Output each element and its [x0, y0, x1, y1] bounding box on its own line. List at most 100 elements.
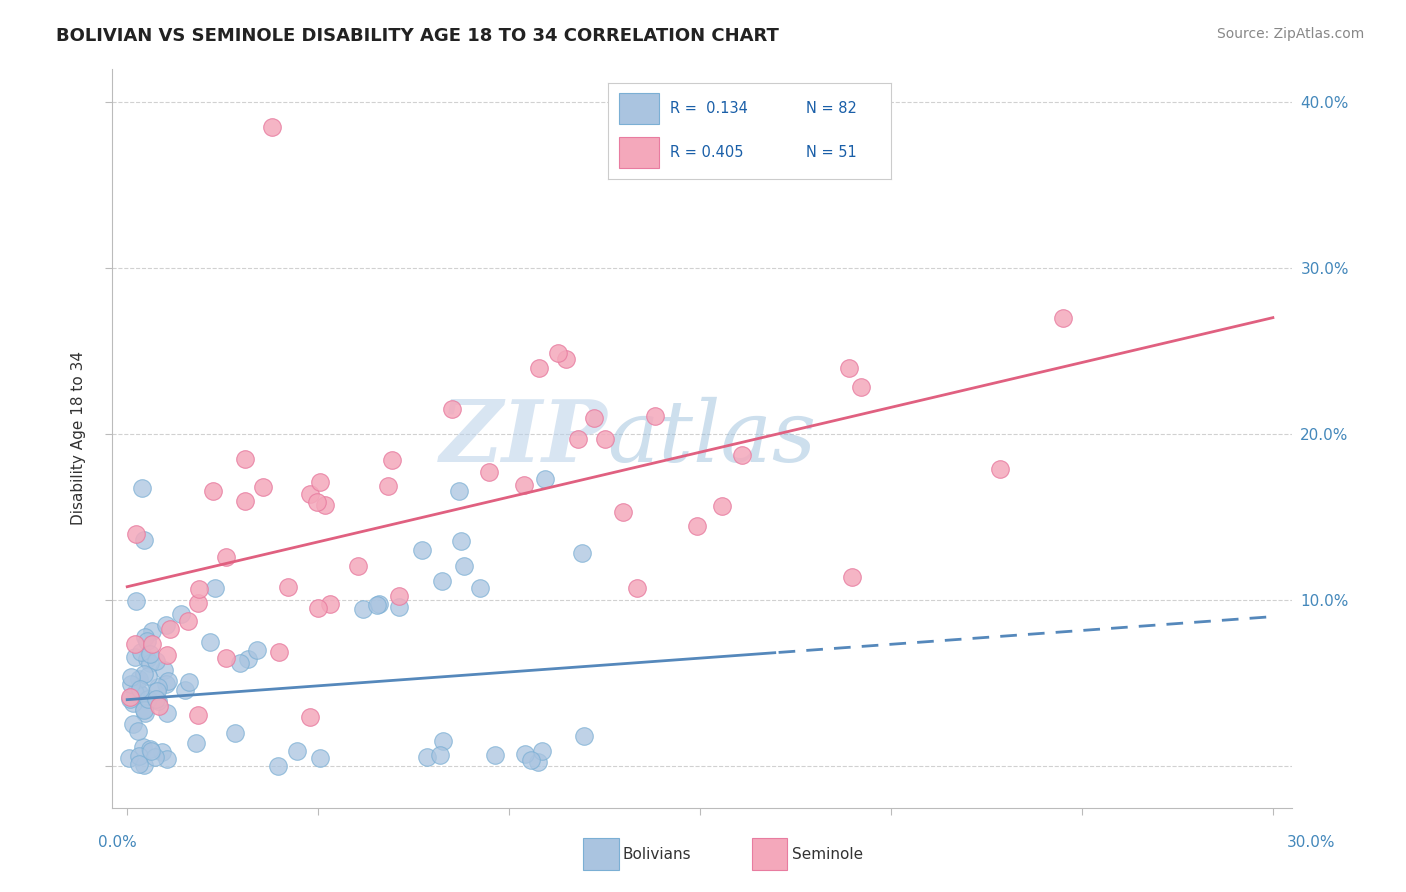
Point: [449, 484, 471, 499]
Text: atlas: atlas: [607, 397, 817, 479]
Point: [988, 461, 1011, 475]
Point: [484, 748, 506, 763]
Point: [352, 602, 374, 616]
Point: [187, 582, 209, 596]
Point: [139, 656, 162, 670]
Point: [262, 120, 284, 134]
Point: [156, 648, 179, 663]
Point: [307, 495, 329, 509]
Point: [547, 346, 569, 360]
Point: [145, 654, 167, 668]
Point: [122, 717, 145, 731]
Point: [307, 601, 329, 615]
Point: [416, 750, 439, 764]
Point: [527, 756, 550, 770]
Point: [120, 692, 142, 706]
Point: [711, 499, 734, 513]
Point: [626, 582, 648, 596]
Point: [118, 751, 141, 765]
Point: [125, 527, 148, 541]
Point: [198, 635, 221, 649]
Point: [267, 759, 290, 773]
Point: [515, 747, 537, 762]
Text: 30.0%: 30.0%: [1288, 836, 1336, 850]
Point: [127, 724, 149, 739]
Point: [285, 744, 308, 758]
Point: [269, 645, 291, 659]
Point: [146, 694, 169, 708]
Point: [314, 498, 336, 512]
Text: Source: ZipAtlas.com: Source: ZipAtlas.com: [1216, 27, 1364, 41]
Point: [308, 751, 330, 765]
Point: [132, 533, 155, 547]
Point: [174, 683, 197, 698]
Point: [381, 452, 404, 467]
Point: [129, 681, 152, 696]
Point: [527, 360, 550, 375]
Point: [141, 624, 163, 639]
Text: ZIP: ZIP: [440, 396, 607, 480]
Text: Bolivians: Bolivians: [623, 847, 692, 862]
Point: [141, 743, 163, 757]
Text: 0.0%: 0.0%: [98, 836, 138, 850]
Y-axis label: Disability Age 18 to 34: Disability Age 18 to 34: [72, 351, 86, 525]
Point: [152, 663, 174, 677]
Point: [122, 696, 145, 710]
Point: [377, 478, 399, 492]
Point: [155, 677, 177, 691]
Point: [252, 479, 274, 493]
Point: [440, 402, 463, 417]
Point: [411, 543, 433, 558]
Point: [155, 752, 177, 766]
Point: [127, 685, 149, 699]
Point: [170, 607, 193, 622]
Point: [429, 747, 451, 762]
Point: [128, 672, 150, 686]
Point: [124, 686, 146, 700]
Point: [612, 505, 634, 519]
Point: [132, 739, 155, 754]
Point: [148, 698, 170, 713]
Point: [128, 748, 150, 763]
Point: [146, 681, 169, 695]
Point: [236, 652, 259, 666]
Point: [125, 594, 148, 608]
Point: [145, 691, 167, 706]
Point: [432, 574, 454, 588]
Point: [131, 481, 153, 495]
Point: [187, 707, 209, 722]
Point: [124, 637, 146, 651]
Point: [224, 725, 246, 739]
Point: [686, 519, 709, 533]
Point: [347, 559, 370, 574]
Point: [156, 706, 179, 720]
Point: [572, 729, 595, 743]
Point: [513, 478, 536, 492]
Point: [367, 597, 389, 611]
Point: [118, 690, 141, 704]
Point: [851, 380, 873, 394]
Point: [571, 546, 593, 560]
Point: [233, 452, 256, 467]
Point: [136, 634, 159, 648]
Point: [319, 597, 342, 611]
Point: [139, 741, 162, 756]
Point: [567, 432, 589, 446]
Point: [841, 570, 863, 584]
Point: [215, 550, 238, 565]
Point: [387, 599, 409, 614]
Point: [134, 703, 156, 717]
Point: [145, 750, 167, 764]
Point: [309, 475, 332, 489]
Point: [593, 432, 616, 446]
Point: [530, 744, 553, 758]
Point: [120, 677, 142, 691]
Point: [155, 617, 177, 632]
Point: [129, 686, 152, 700]
Point: [644, 409, 666, 424]
Point: [136, 651, 159, 665]
Point: [132, 701, 155, 715]
Point: [366, 598, 388, 612]
Point: [136, 668, 159, 682]
Point: [453, 558, 475, 573]
